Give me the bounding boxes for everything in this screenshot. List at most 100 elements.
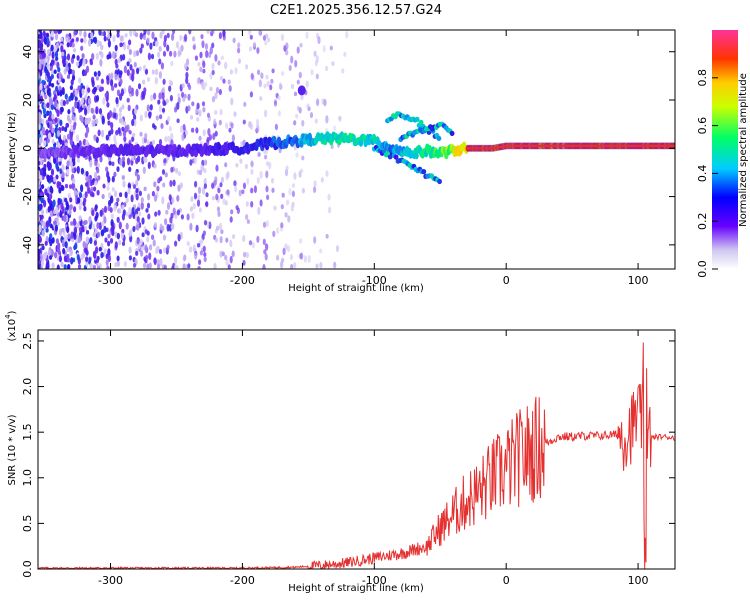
noise-cell [241,189,245,195]
noise-cell [167,115,171,122]
noise-cell [249,123,254,130]
noise-cell [86,118,91,125]
noise-cell [68,95,72,102]
noise-cell [211,62,215,70]
noise-cell [87,104,91,111]
noise-cell [49,174,53,181]
noise-cell [63,264,67,269]
noise-cell [137,155,141,163]
noise-cell [136,67,140,75]
noise-cell [72,53,76,60]
noise-cell [108,192,112,199]
noise-cell [88,257,92,265]
noise-cell [288,187,292,196]
noise-cell [300,252,304,260]
noise-cell [293,172,297,180]
noise-cell [124,33,128,38]
multiplier-prefix: (x10 [7,319,18,342]
noise-cell [176,209,180,216]
noise-cell [117,57,121,64]
noise-cell [82,58,86,67]
noise-cell [54,102,58,108]
noise-cell [191,127,195,133]
noise-cell [81,88,85,95]
noise-cell [163,158,167,164]
noise-cell [61,171,65,179]
noise-cell [160,122,164,130]
noise-cell [66,42,70,48]
noise-cell [54,50,59,58]
noise-cell [202,129,206,137]
noise-cell [131,73,135,82]
noise-cell [65,65,69,72]
noise-cell [55,238,60,244]
noise-cell [144,244,148,252]
noise-cell [281,71,285,76]
noise-cell [217,60,221,66]
noise-cell [272,230,276,238]
noise-cell [166,244,170,250]
noise-cell [50,103,54,111]
noise-cell [161,107,166,113]
noise-cell [168,194,172,201]
snr-multiplier-label: (x104) [4,310,18,341]
noise-cell [161,86,166,93]
noise-cell [313,186,317,193]
noise-cell [38,180,41,186]
noise-cell [66,53,71,61]
x-tick-label: -100 [362,574,387,587]
ridge-cell [307,132,312,141]
noise-cell [151,190,155,197]
noise-cell [121,160,126,168]
noise-cell [111,224,115,232]
noise-cell [42,50,46,59]
noise-cell [220,229,224,234]
x-tick-label: -200 [230,274,255,287]
noise-cell [235,204,239,211]
noise-cell [296,106,300,111]
noise-cell [149,42,153,50]
noise-cell [96,84,100,91]
noise-cell [219,222,223,231]
noise-cell [228,127,232,133]
noise-cell [203,256,207,262]
noise-cell [89,262,93,269]
noise-cell [265,244,269,252]
branch-cell [421,169,427,175]
noise-cell [44,94,48,100]
noise-cell [118,221,122,230]
noise-cell [110,72,114,80]
noise-cell [58,181,62,187]
noise-cell [80,38,84,43]
noise-cell [166,32,170,39]
noise-cell [118,72,122,79]
noise-cell [77,237,82,244]
noise-cell [66,133,71,140]
noise-cell [290,264,294,269]
noise-cell [198,109,202,117]
noise-cell [148,252,152,261]
noise-cell [288,65,292,71]
noise-cell [97,70,101,77]
noise-cell [64,197,68,203]
noise-cell [291,183,295,188]
noise-cell [196,102,200,110]
noise-cell [61,164,65,172]
noise-cell [41,245,45,251]
noise-cell [301,119,305,127]
noise-cell [245,214,249,220]
noise-cell [138,66,142,71]
noise-cell [144,68,149,75]
noise-cell [70,130,74,138]
noise-cell [287,215,291,223]
noise-cell [56,130,61,138]
noise-cell [128,39,132,46]
noise-cell [280,261,284,269]
noise-cell [256,235,260,243]
noise-cell [118,117,122,124]
noise-cell [198,207,202,213]
noise-cell [51,139,55,144]
noise-cell [41,118,45,125]
noise-cell [266,80,270,87]
noise-cell [110,195,114,204]
